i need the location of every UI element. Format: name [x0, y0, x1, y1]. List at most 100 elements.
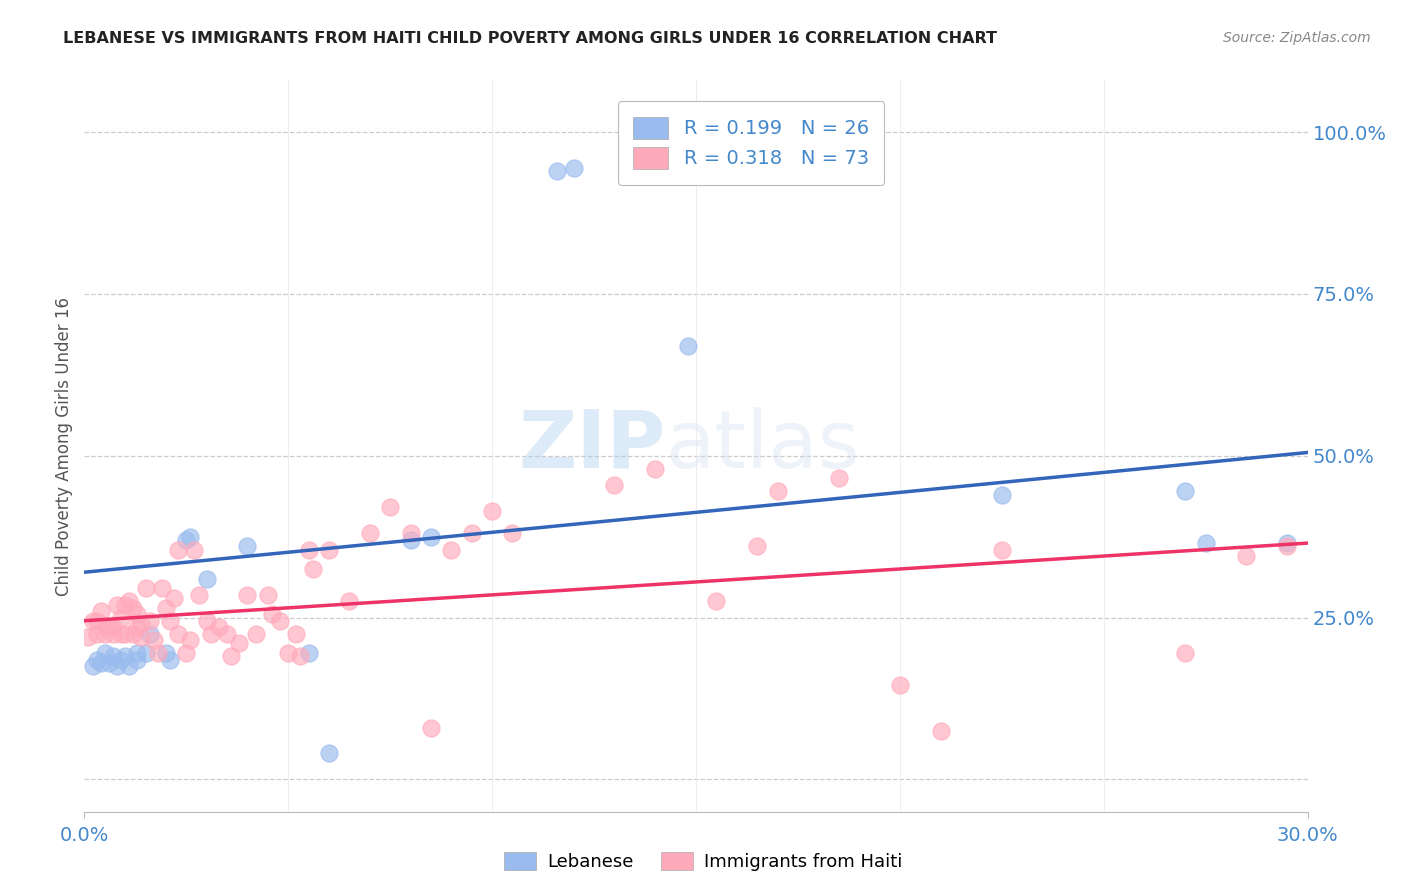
Point [127, 607, 149, 622]
Point [142, 633, 165, 648]
Point [399, 533, 422, 547]
Point [290, 649, 312, 664]
Point [461, 526, 484, 541]
Point [603, 478, 626, 492]
Point [676, 339, 699, 353]
Point [285, 626, 308, 640]
Point [236, 588, 259, 602]
Point [298, 646, 321, 660]
Point [236, 539, 259, 553]
Point [167, 542, 190, 557]
Point [97, 620, 120, 634]
Point [114, 649, 136, 664]
Point [163, 591, 186, 606]
Point [219, 649, 242, 664]
Point [380, 500, 402, 515]
Point [298, 542, 321, 557]
Point [399, 526, 422, 541]
Point [146, 646, 169, 660]
Point [167, 626, 190, 640]
Point [766, 484, 789, 499]
Point [93, 620, 115, 634]
Point [110, 652, 132, 666]
Point [105, 598, 128, 612]
Point [82, 659, 104, 673]
Legend: Lebanese, Immigrants from Haiti: Lebanese, Immigrants from Haiti [496, 845, 910, 879]
Point [174, 646, 197, 660]
Point [183, 542, 205, 557]
Point [110, 626, 132, 640]
Point [159, 614, 181, 628]
Point [122, 600, 145, 615]
Point [150, 582, 173, 596]
Point [1174, 646, 1197, 660]
Point [135, 646, 157, 660]
Point [1236, 549, 1258, 563]
Point [179, 633, 201, 648]
Point [1174, 484, 1197, 499]
Legend: R = 0.199   N = 26, R = 0.318   N = 73: R = 0.199 N = 26, R = 0.318 N = 73 [617, 101, 884, 185]
Point [131, 617, 153, 632]
Point [644, 461, 666, 475]
Point [101, 620, 124, 634]
Point [217, 626, 239, 640]
Point [339, 594, 361, 608]
Point [195, 572, 218, 586]
Text: atlas: atlas [665, 407, 859, 485]
Text: ZIP: ZIP [519, 407, 665, 485]
Point [174, 533, 197, 547]
Point [122, 626, 145, 640]
Point [245, 626, 267, 640]
Point [127, 646, 149, 660]
Point [481, 504, 503, 518]
Point [420, 530, 443, 544]
Point [127, 620, 149, 634]
Point [131, 630, 153, 644]
Y-axis label: Child Poverty Among Girls Under 16: Child Poverty Among Girls Under 16 [55, 296, 73, 596]
Point [889, 678, 911, 692]
Point [420, 721, 443, 735]
Point [269, 614, 291, 628]
Point [706, 594, 728, 608]
Point [138, 626, 160, 640]
Point [208, 620, 231, 634]
Point [138, 614, 160, 628]
Point [159, 652, 181, 666]
Point [228, 636, 250, 650]
Point [77, 630, 100, 644]
Point [828, 471, 851, 485]
Point [97, 656, 120, 670]
Point [562, 161, 585, 175]
Point [260, 607, 283, 622]
Point [101, 626, 124, 640]
Point [200, 626, 222, 640]
Point [318, 747, 340, 761]
Point [929, 723, 952, 738]
Point [86, 614, 108, 628]
Point [93, 646, 115, 660]
Point [359, 526, 381, 541]
Point [114, 598, 136, 612]
Point [86, 652, 108, 666]
Point [440, 542, 463, 557]
Point [747, 539, 769, 553]
Point [105, 659, 128, 673]
Point [93, 626, 115, 640]
Point [135, 582, 157, 596]
Point [90, 656, 112, 670]
Point [179, 530, 201, 544]
Point [991, 542, 1014, 557]
Point [101, 649, 124, 664]
Point [195, 614, 218, 628]
Point [546, 164, 568, 178]
Point [1277, 536, 1299, 550]
Text: Source: ZipAtlas.com: Source: ZipAtlas.com [1223, 31, 1371, 45]
Point [318, 542, 340, 557]
Text: LEBANESE VS IMMIGRANTS FROM HAITI CHILD POVERTY AMONG GIRLS UNDER 16 CORRELATION: LEBANESE VS IMMIGRANTS FROM HAITI CHILD … [63, 31, 997, 46]
Point [1277, 539, 1299, 553]
Point [82, 614, 104, 628]
Point [187, 588, 209, 602]
Point [90, 604, 112, 618]
Point [257, 588, 280, 602]
Point [991, 487, 1014, 501]
